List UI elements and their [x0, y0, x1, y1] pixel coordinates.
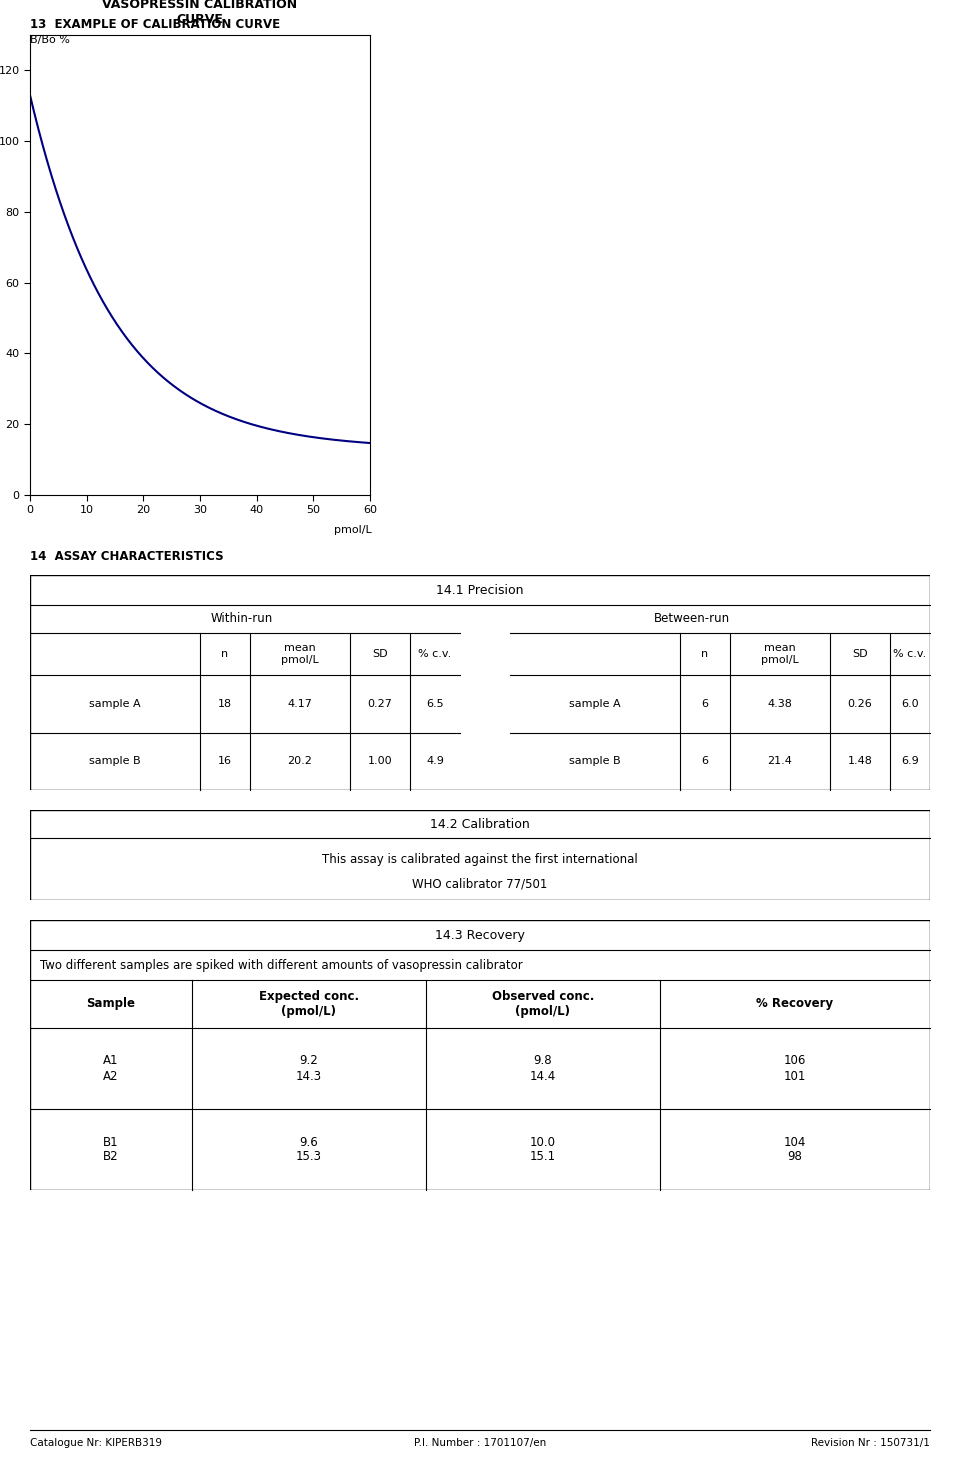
Text: SD: SD	[852, 650, 868, 658]
Text: 4.9: 4.9	[426, 756, 444, 766]
Text: n: n	[702, 650, 708, 658]
Text: VASOPRESSIN CALIBRATION
CURVE: VASOPRESSIN CALIBRATION CURVE	[103, 0, 298, 26]
Text: 6.0: 6.0	[901, 699, 919, 708]
Text: 4.38: 4.38	[768, 699, 792, 708]
Text: 9.2
14.3: 9.2 14.3	[296, 1054, 322, 1082]
Text: 21.4: 21.4	[768, 756, 792, 766]
Text: Two different samples are spiked with different amounts of vasopressin calibrato: Two different samples are spiked with di…	[40, 959, 523, 971]
Text: 13  EXAMPLE OF CALIBRATION CURVE: 13 EXAMPLE OF CALIBRATION CURVE	[30, 18, 280, 31]
Text: SD: SD	[372, 650, 388, 658]
Text: 6: 6	[702, 756, 708, 766]
Text: 14.2 Calibration: 14.2 Calibration	[430, 818, 530, 831]
Text: Within-run: Within-run	[210, 613, 273, 625]
Text: 6.5: 6.5	[426, 699, 444, 708]
Text: % c.v.: % c.v.	[419, 650, 451, 658]
Text: sample A: sample A	[89, 699, 141, 708]
Text: 9.6
15.3: 9.6 15.3	[296, 1136, 322, 1164]
Text: 0.26: 0.26	[848, 699, 873, 708]
Text: 0.27: 0.27	[368, 699, 393, 708]
Text: sample B: sample B	[89, 756, 141, 766]
Text: Expected conc.
(pmol/L): Expected conc. (pmol/L)	[259, 990, 359, 1018]
Text: mean
pmol/L: mean pmol/L	[281, 644, 319, 664]
Text: 14  ASSAY CHARACTERISTICS: 14 ASSAY CHARACTERISTICS	[30, 550, 224, 564]
Text: % Recovery: % Recovery	[756, 997, 833, 1010]
Text: 6: 6	[702, 699, 708, 708]
Text: pmol/L: pmol/L	[334, 526, 372, 534]
Text: sample B: sample B	[569, 756, 621, 766]
Text: Revision Nr : 150731/1: Revision Nr : 150731/1	[811, 1438, 930, 1448]
Text: 6.9: 6.9	[901, 756, 919, 766]
Text: 14.3 Recovery: 14.3 Recovery	[435, 929, 525, 942]
Text: 104
98: 104 98	[783, 1136, 806, 1164]
Text: P.I. Number : 1701107/en: P.I. Number : 1701107/en	[414, 1438, 546, 1448]
Text: This assay is calibrated against the first international: This assay is calibrated against the fir…	[323, 854, 637, 866]
Text: 20.2: 20.2	[288, 756, 312, 766]
Text: 10.0
15.1: 10.0 15.1	[530, 1136, 556, 1164]
Text: WHO calibrator 77/501: WHO calibrator 77/501	[412, 877, 548, 891]
Text: mean
pmol/L: mean pmol/L	[761, 644, 799, 664]
Text: 4.17: 4.17	[288, 699, 312, 708]
Text: 9.8
14.4: 9.8 14.4	[530, 1054, 556, 1082]
Text: sample A: sample A	[569, 699, 621, 708]
Text: Observed conc.
(pmol/L): Observed conc. (pmol/L)	[492, 990, 594, 1018]
Text: B1
B2: B1 B2	[103, 1136, 119, 1164]
Text: 106
101: 106 101	[783, 1054, 806, 1082]
Text: A1
A2: A1 A2	[104, 1054, 119, 1082]
Text: 18: 18	[218, 699, 232, 708]
Text: n: n	[222, 650, 228, 658]
Text: 1.00: 1.00	[368, 756, 393, 766]
Text: 14.1 Precision: 14.1 Precision	[436, 584, 524, 597]
Text: 16: 16	[218, 756, 232, 766]
Text: Between-run: Between-run	[654, 613, 730, 625]
Text: % c.v.: % c.v.	[894, 650, 926, 658]
Text: 1.48: 1.48	[848, 756, 873, 766]
Text: Sample: Sample	[86, 997, 135, 1010]
Text: B/Bo %: B/Bo %	[30, 35, 70, 45]
Text: Catalogue Nr: KIPERB319: Catalogue Nr: KIPERB319	[30, 1438, 162, 1448]
